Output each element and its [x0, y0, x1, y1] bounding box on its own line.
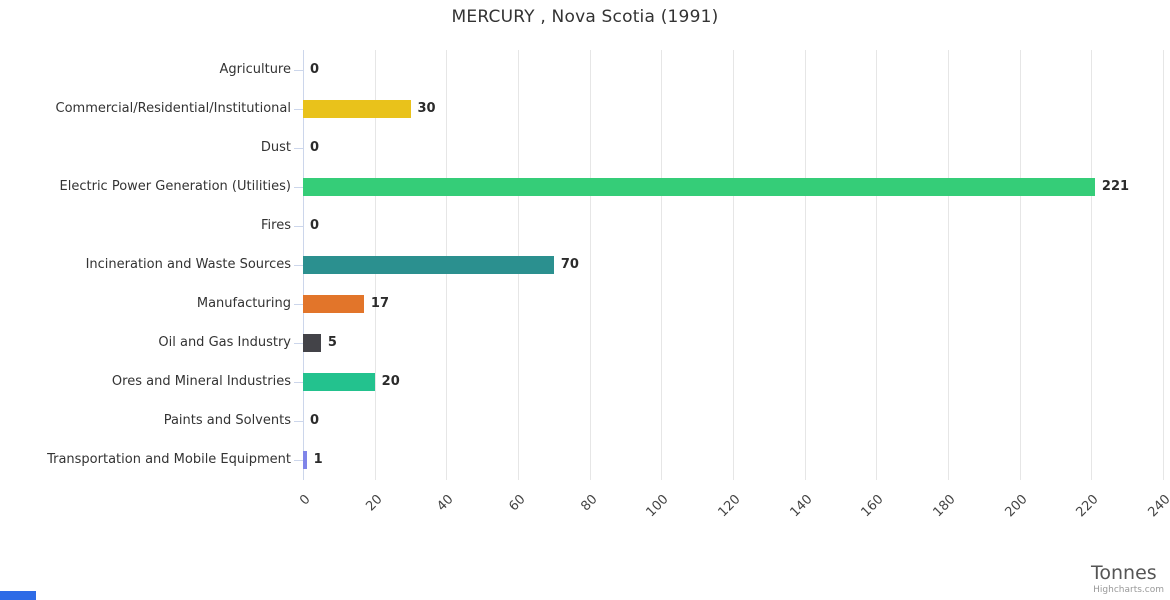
- category-axis-tick: [294, 421, 303, 422]
- value-axis-tick-label: 160: [858, 492, 887, 521]
- bar[interactable]: [303, 99, 411, 118]
- bar-value-label: 0: [310, 61, 320, 77]
- gridline: [1163, 50, 1164, 480]
- bar[interactable]: [303, 295, 364, 314]
- bar-value-label: 30: [417, 100, 436, 116]
- bar[interactable]: [303, 256, 554, 274]
- category-axis-tick: [294, 109, 303, 110]
- bar[interactable]: [303, 334, 321, 353]
- value-axis-tick-label: 20: [362, 492, 386, 515]
- gridline: [589, 50, 591, 480]
- bar-value-label: 0: [310, 413, 320, 429]
- gridline: [733, 50, 734, 480]
- gridline: [804, 50, 806, 480]
- category-label: Oil and Gas Industry: [158, 335, 291, 351]
- gridline: [1019, 50, 1021, 480]
- value-axis-title: Tonnes: [1091, 562, 1157, 584]
- value-axis-tick-label: 0: [297, 492, 314, 509]
- value-axis-tick-label: 40: [434, 492, 457, 515]
- gridline: [1091, 50, 1093, 480]
- highcharts-credit-link[interactable]: Highcharts.com: [1093, 585, 1164, 595]
- category-label: Commercial/Residential/Institutional: [55, 100, 292, 116]
- chart-title: MERCURY , Nova Scotia (1991): [451, 7, 719, 27]
- category-label: Transportation and Mobile Equipment: [47, 452, 291, 468]
- category-label: Dust: [260, 139, 291, 155]
- value-axis-tick-label: 60: [506, 492, 529, 515]
- value-axis-tick-label: 100: [643, 492, 672, 521]
- bar[interactable]: [303, 373, 375, 392]
- category-axis-tick: [294, 460, 303, 461]
- value-axis-tick-label: 200: [1002, 492, 1031, 521]
- gridline: [948, 50, 949, 480]
- value-axis-tick-label: 120: [715, 492, 744, 521]
- category-axis-tick: [294, 304, 303, 305]
- category-axis-tick: [294, 226, 303, 227]
- category-axis-tick: [294, 148, 303, 149]
- bar-value-label: 20: [381, 374, 400, 390]
- category-axis-tick: [294, 343, 303, 344]
- bottom-left-blue-strip: [0, 591, 36, 600]
- category-label: Agriculture: [219, 61, 292, 77]
- bar-value-label: 0: [310, 139, 320, 155]
- category-label: Fires: [261, 217, 291, 233]
- value-axis-tick-label: 180: [930, 492, 959, 521]
- category-axis-tick: [294, 70, 303, 71]
- bar[interactable]: [303, 451, 307, 470]
- category-label: Incineration and Waste Sources: [85, 257, 291, 272]
- gridline: [876, 50, 878, 480]
- value-axis-tick-label: 240: [1145, 492, 1170, 521]
- bar-value-label: 5: [327, 335, 337, 351]
- category-label: Electric Power Generation (Utilities): [59, 178, 291, 194]
- bar-value-label: 1: [313, 452, 323, 468]
- bar-value-label: 70: [560, 257, 579, 272]
- category-axis-tick: [294, 382, 303, 383]
- bar-value-label: 17: [370, 296, 389, 312]
- value-axis-tick-label: 220: [1073, 492, 1102, 521]
- value-axis-tick-label: 80: [577, 492, 601, 515]
- bar-value-label: 221: [1101, 178, 1130, 194]
- category-axis-tick: [294, 265, 303, 266]
- value-axis-tick-label: 140: [787, 492, 816, 521]
- gridline: [661, 50, 663, 480]
- bar-value-label: 0: [310, 217, 320, 233]
- category-axis-tick: [294, 187, 303, 188]
- bar[interactable]: [303, 177, 1095, 196]
- category-label: Manufacturing: [196, 296, 291, 312]
- category-label: Ores and Mineral Industries: [111, 374, 291, 390]
- category-label: Paints and Solvents: [163, 413, 291, 429]
